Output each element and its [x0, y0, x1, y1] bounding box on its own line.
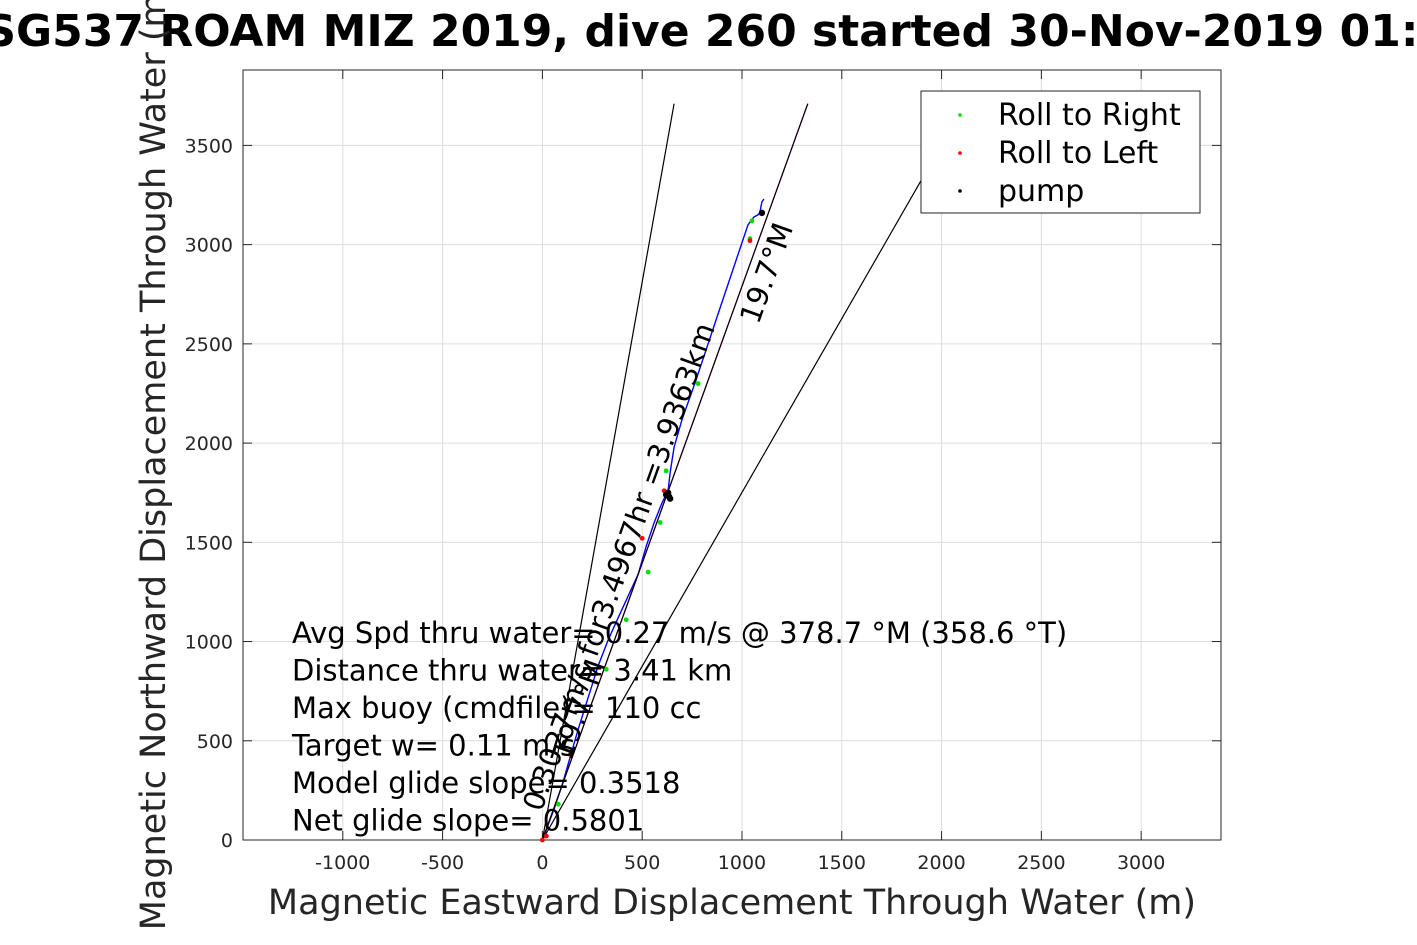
- legend-marker-roll-right: [958, 113, 962, 117]
- annotation-line: Net glide slope= 0.5801: [292, 804, 644, 838]
- grid: [243, 70, 1221, 841]
- marker-roll-right: [555, 801, 561, 807]
- series-line-3: [541, 168, 929, 841]
- y-tick-label: 3500: [185, 135, 233, 157]
- annotation-line: Distance thru water= 3.41 km: [292, 654, 732, 688]
- marker-roll-right: [623, 617, 629, 623]
- marker-roll-left: [543, 833, 549, 839]
- y-tick-label: 1500: [185, 532, 233, 554]
- x-tick-label: 3000: [1117, 852, 1165, 874]
- legend-marker-pump: [958, 189, 962, 193]
- marker-pump: [758, 209, 766, 217]
- marker-roll-right: [749, 218, 755, 224]
- annotation-line: Max buoy (cmdfile)= 110 cc: [292, 691, 701, 725]
- x-tick-label: -500: [421, 852, 464, 874]
- rotated-label: 19.7°M: [733, 218, 800, 327]
- y-tick-label: 2500: [185, 334, 233, 356]
- y-tick-label: 500: [197, 731, 233, 753]
- rotated-labels: 0.3027m/s for3.4967hr =3.9363km19.7°M19.…: [516, 218, 800, 815]
- plot-frame: [242, 69, 1222, 841]
- series: [541, 103, 929, 841]
- annotation-line: Model glide slope= 0.3518: [292, 766, 680, 800]
- x-tick-label: -1000: [315, 852, 370, 874]
- annotation-line: Avg Spd thru water= 0.27 m/s @ 378.7 °M …: [292, 616, 1067, 650]
- x-tick-label: 2000: [917, 852, 965, 874]
- x-tick-label: 2500: [1017, 852, 1065, 874]
- marker-roll-right: [663, 468, 669, 474]
- y-tick-label: 2000: [185, 433, 233, 455]
- marker-roll-right: [603, 666, 609, 672]
- axis-ticks: -1000 -500 0 500 1000 1500 2000 2500 3000 0 500 100…: [185, 70, 1221, 874]
- marker-roll-left: [567, 752, 573, 758]
- annotation-line: Target w= 0.11 m/s: [291, 729, 575, 763]
- legend: Roll to Right Roll to Left pump: [920, 90, 1201, 214]
- y-tick-label: 0: [221, 830, 233, 852]
- x-tick-label: 500: [624, 852, 660, 874]
- x-axis-label: Magnetic Eastward Displacement Through W…: [268, 883, 1196, 923]
- marker-roll-left: [747, 238, 753, 244]
- annotations: Avg Spd thru water= 0.27 m/s @ 378.7 °M …: [291, 616, 1067, 838]
- legend-box: [920, 90, 1201, 214]
- legend-label-pump: pump: [998, 174, 1084, 209]
- x-tick-label: 0: [536, 852, 548, 874]
- marker-roll-right: [657, 520, 663, 525]
- markers: [539, 209, 766, 843]
- x-tick-label: 1000: [718, 852, 766, 874]
- series-line-4: [541, 103, 809, 841]
- y-tick-label: 1000: [185, 632, 233, 654]
- marker-roll-left: [639, 535, 645, 541]
- legend-label-roll-left: Roll to Left: [998, 136, 1158, 171]
- y-tick-label: 3000: [185, 235, 233, 257]
- chart-title: SG537 ROAM MIZ 2019, dive 260 started 30…: [0, 6, 1417, 57]
- marker-roll-left: [539, 837, 545, 843]
- marker-roll-right: [695, 381, 701, 386]
- marker-roll-right: [645, 569, 651, 575]
- legend-marker-roll-left: [958, 151, 962, 155]
- x-tick-label: 1500: [818, 852, 866, 874]
- y-axis-label: Magnetic Northward Displacement Through …: [134, 0, 174, 930]
- series-line-2: [541, 103, 675, 841]
- legend-label-roll-right: Roll to Right: [998, 98, 1181, 133]
- marker-pump: [666, 495, 674, 502]
